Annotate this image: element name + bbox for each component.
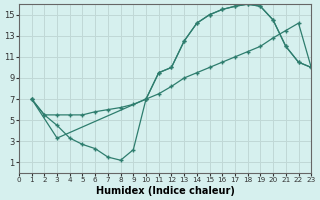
X-axis label: Humidex (Indice chaleur): Humidex (Indice chaleur) [96, 186, 235, 196]
